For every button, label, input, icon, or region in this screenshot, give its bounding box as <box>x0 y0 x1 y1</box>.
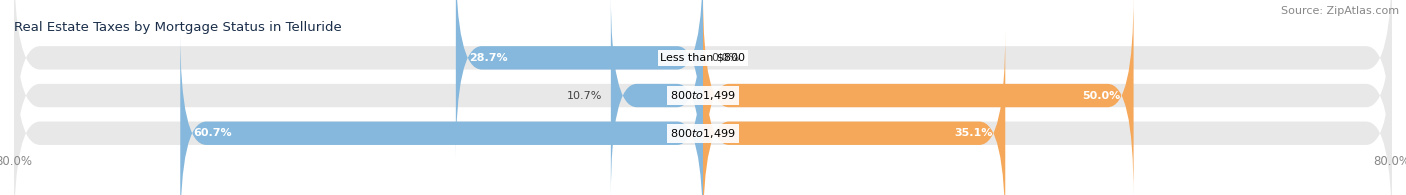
Text: 0.0%: 0.0% <box>711 53 740 63</box>
Text: 28.7%: 28.7% <box>468 53 508 63</box>
FancyBboxPatch shape <box>14 0 1392 159</box>
Text: Source: ZipAtlas.com: Source: ZipAtlas.com <box>1281 6 1399 16</box>
FancyBboxPatch shape <box>14 0 1392 195</box>
FancyBboxPatch shape <box>703 32 1005 195</box>
Text: 50.0%: 50.0% <box>1083 90 1121 101</box>
Text: $800 to $1,499: $800 to $1,499 <box>671 89 735 102</box>
FancyBboxPatch shape <box>456 0 703 159</box>
Text: 60.7%: 60.7% <box>193 128 232 138</box>
Text: $800 to $1,499: $800 to $1,499 <box>671 127 735 140</box>
FancyBboxPatch shape <box>610 0 703 195</box>
Text: Real Estate Taxes by Mortgage Status in Telluride: Real Estate Taxes by Mortgage Status in … <box>14 21 342 34</box>
FancyBboxPatch shape <box>180 32 703 195</box>
Text: 10.7%: 10.7% <box>567 90 602 101</box>
Text: Less than $800: Less than $800 <box>661 53 745 63</box>
FancyBboxPatch shape <box>14 32 1392 195</box>
Text: 35.1%: 35.1% <box>955 128 993 138</box>
FancyBboxPatch shape <box>703 0 1133 195</box>
